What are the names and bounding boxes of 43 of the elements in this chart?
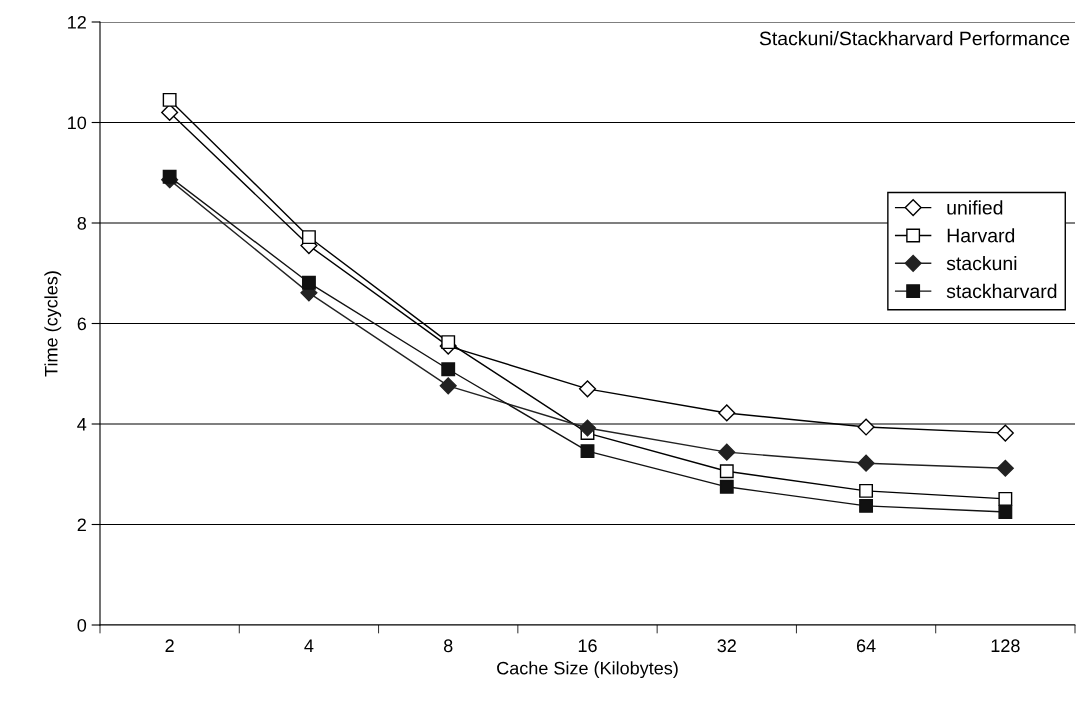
y-tick-label: 0 xyxy=(77,618,87,632)
point xyxy=(441,362,456,377)
x-tick-label: 32 xyxy=(717,639,736,653)
point xyxy=(998,491,1013,506)
x-tick-label: 8 xyxy=(443,639,453,653)
x-tick-label: 128 xyxy=(991,639,1020,653)
point xyxy=(162,169,177,184)
point xyxy=(578,380,597,398)
legend-label: Harvard xyxy=(947,228,1015,243)
point xyxy=(857,454,875,472)
point xyxy=(441,335,456,350)
point xyxy=(996,424,1014,442)
legend-label: stackharvard xyxy=(946,283,1057,299)
point xyxy=(162,92,177,107)
point xyxy=(718,404,736,422)
point xyxy=(580,444,595,459)
y-tick-label: 12 xyxy=(68,15,86,29)
x-tick-label: 2 xyxy=(165,639,174,652)
x-tick-label: 16 xyxy=(578,639,597,653)
point xyxy=(718,443,736,461)
point xyxy=(301,230,316,245)
point xyxy=(439,377,457,395)
point xyxy=(859,483,874,498)
y-tick-label: 10 xyxy=(68,116,87,130)
y-tick-label: 6 xyxy=(77,317,87,331)
y-axis-title: Time (cycles) xyxy=(44,271,62,377)
point xyxy=(301,275,316,290)
point xyxy=(996,459,1014,477)
point xyxy=(998,504,1013,519)
legend-label: unified xyxy=(947,200,1003,215)
y-tick-label: 2 xyxy=(77,518,86,532)
x-axis-title: Cache Size (Kilobytes) xyxy=(497,661,678,679)
y-tick-label: 4 xyxy=(77,418,87,431)
point xyxy=(719,464,734,479)
x-tick-label: 4 xyxy=(304,639,314,652)
point xyxy=(857,418,875,436)
chart-title: Stackuni/Stackharvard Performance xyxy=(759,31,1070,46)
point xyxy=(578,419,597,437)
point xyxy=(859,498,874,513)
y-tick-label: 8 xyxy=(77,216,87,230)
legend-label: stackuni xyxy=(946,256,1017,271)
point xyxy=(719,479,734,494)
x-tick-label: 64 xyxy=(856,639,876,653)
